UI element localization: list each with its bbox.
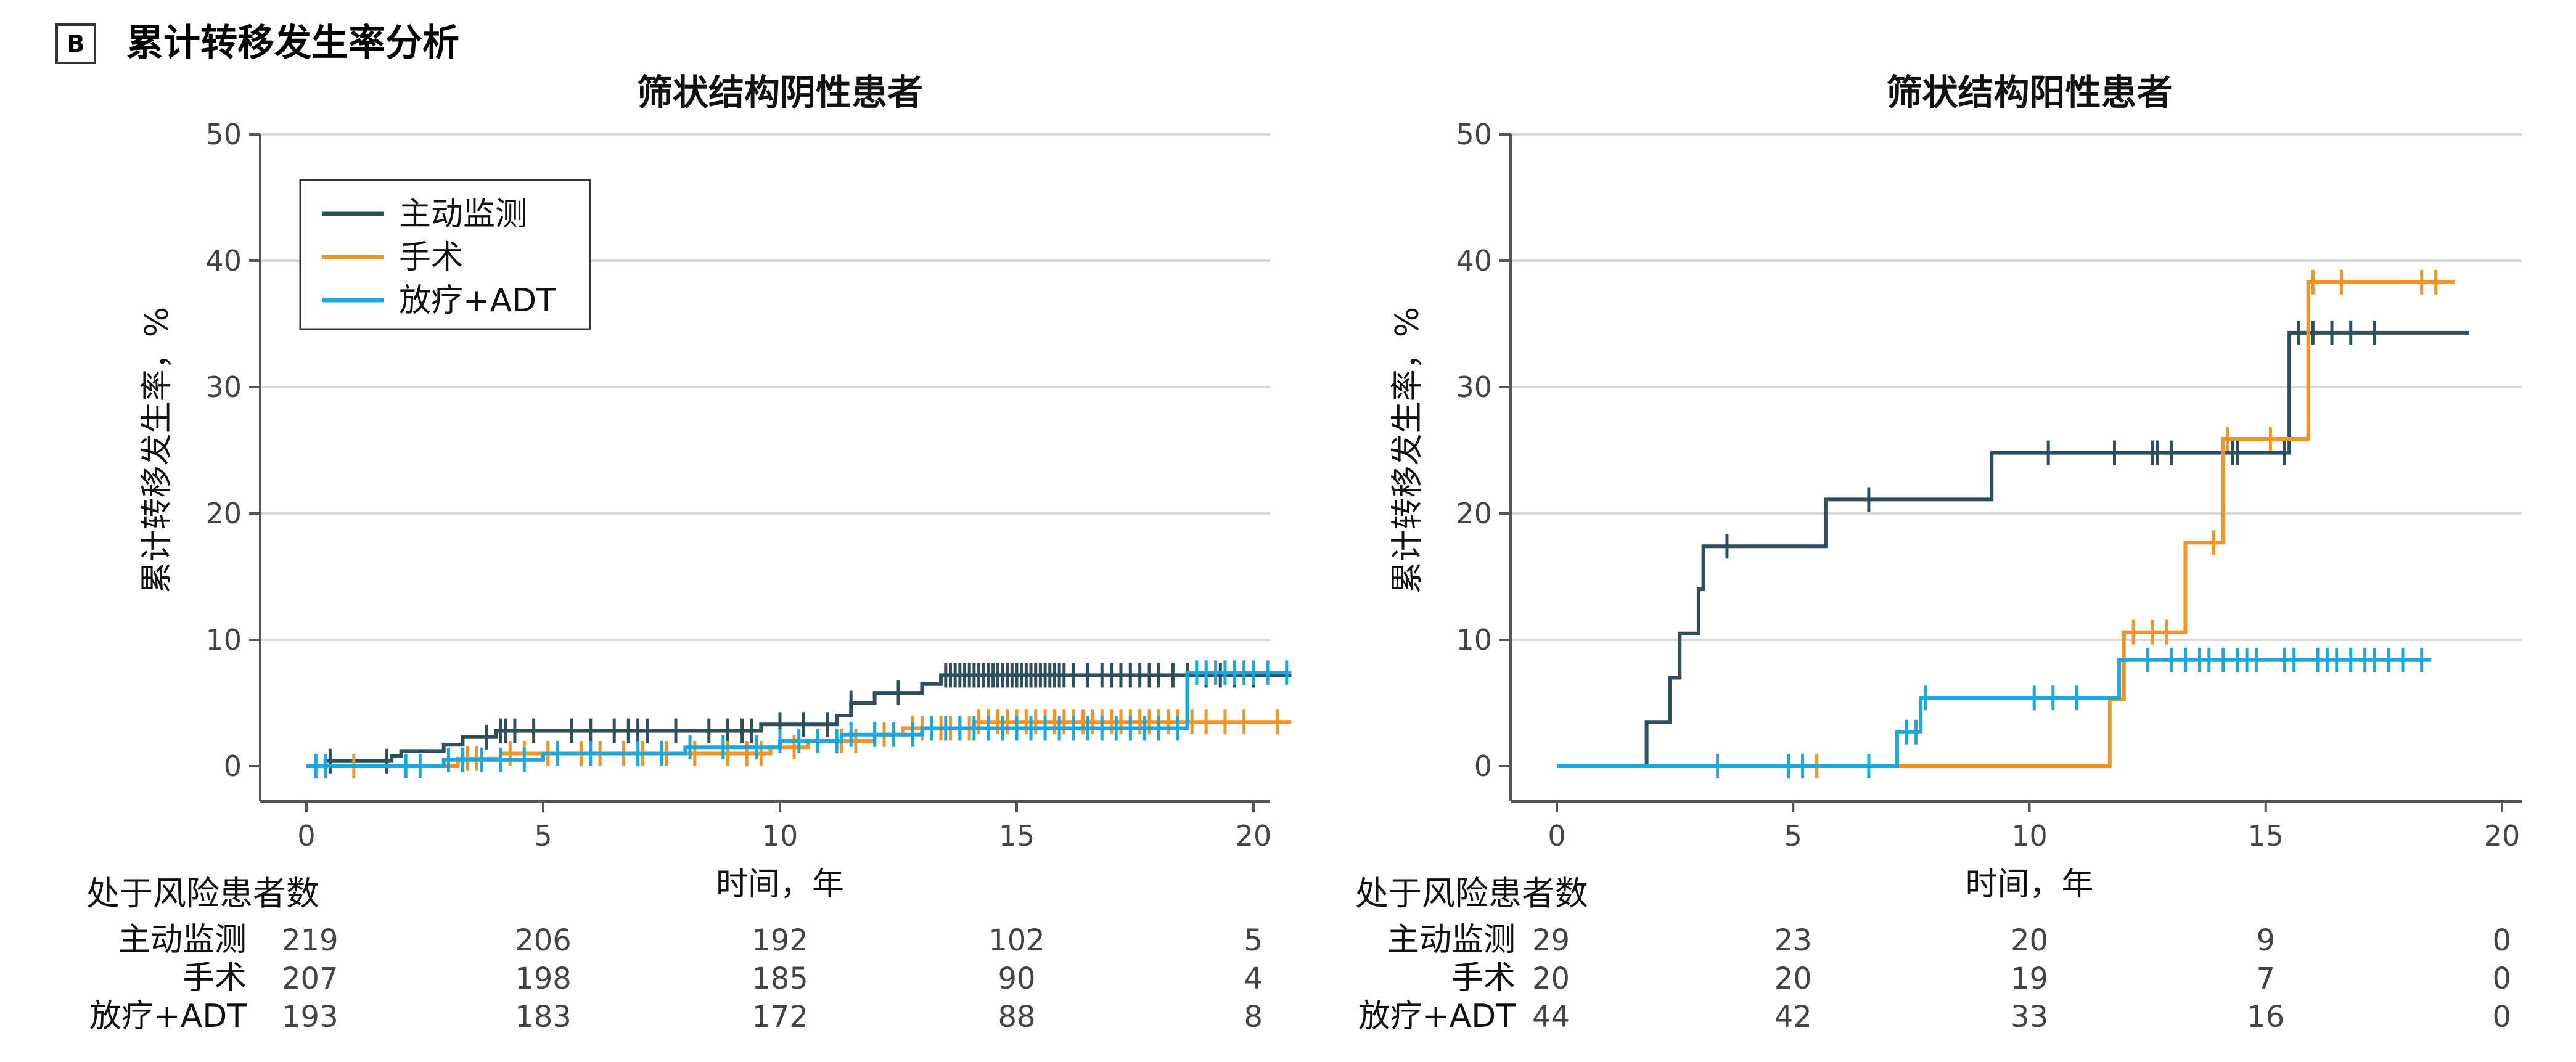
risk-value: 90 bbox=[998, 962, 1035, 996]
series-line-1 bbox=[1557, 330, 2469, 768]
y-tick-label: 0 bbox=[224, 750, 242, 783]
risk-value: 206 bbox=[515, 923, 572, 958]
risk-value: 4 bbox=[1244, 962, 1263, 996]
legend-box bbox=[299, 179, 591, 330]
risk-value: 9 bbox=[2256, 923, 2275, 958]
risk-value: 207 bbox=[282, 962, 338, 996]
risk-row-label: 放疗+ADT bbox=[89, 998, 247, 1035]
chart-panel-2: 筛状结构阳性患者 0 10 20 30 40 50 0 5 10 15 20 时间，年 累计转移发生率，%… bbox=[1355, 71, 2522, 1035]
legend-label: 放疗+ADT bbox=[399, 282, 556, 319]
y-tick-label: 0 bbox=[1474, 750, 1492, 783]
risk-value: 42 bbox=[1774, 1000, 1812, 1034]
x-tick-label: 15 bbox=[2247, 819, 2284, 852]
x-tick-label: 10 bbox=[762, 819, 798, 852]
risk-row-label: 手术 bbox=[183, 960, 247, 997]
y-tick-label: 20 bbox=[1456, 497, 1492, 530]
legend-label: 手术 bbox=[399, 239, 463, 276]
risk-value: 183 bbox=[515, 1000, 572, 1034]
risk-value: 172 bbox=[752, 1000, 808, 1034]
risk-value: 102 bbox=[988, 923, 1045, 958]
x-tick-label: 10 bbox=[2011, 819, 2048, 852]
x-axis-label: 时间，年 bbox=[1965, 866, 2093, 903]
y-tick-label: 40 bbox=[1456, 244, 1492, 277]
y-tick-label: 30 bbox=[1456, 370, 1492, 404]
risk-value: 0 bbox=[2492, 1000, 2511, 1034]
x-axis-label: 时间，年 bbox=[716, 866, 844, 903]
risk-value: 23 bbox=[1774, 923, 1812, 958]
y-tick-label: 10 bbox=[205, 623, 242, 656]
risk-value: 16 bbox=[2247, 1000, 2284, 1034]
chart-title: 筛状结构阳性患者 bbox=[1886, 71, 2172, 113]
risk-value: 20 bbox=[1532, 962, 1570, 996]
y-tick-label: 50 bbox=[205, 118, 242, 151]
x-tick-label: 0 bbox=[1548, 819, 1565, 852]
panel-label: B bbox=[67, 30, 85, 57]
x-tick-label: 15 bbox=[999, 819, 1035, 852]
y-tick-label: 20 bbox=[205, 497, 242, 530]
chart-panel-1: 筛状结构阴性患者 0 10 20 30 40 50 0 5 10 15 20 时间，年 累计转移发生率，%… bbox=[86, 71, 1292, 1035]
risk-value: 192 bbox=[752, 923, 808, 958]
x-tick-label: 20 bbox=[1236, 819, 1272, 852]
series-line-3 bbox=[1557, 658, 2431, 768]
risk-value: 20 bbox=[2011, 923, 2048, 958]
y-tick-label: 10 bbox=[1456, 623, 1492, 656]
risk-value: 198 bbox=[515, 962, 572, 996]
risk-row-label: 手术 bbox=[1451, 960, 1516, 997]
risk-row-label: 主动监测 bbox=[118, 921, 247, 958]
x-tick-label: 0 bbox=[297, 819, 315, 852]
risk-value: 7 bbox=[2256, 962, 2275, 996]
series-line-2 bbox=[1557, 280, 2455, 768]
x-tick-label: 5 bbox=[1784, 819, 1802, 852]
y-axis-label: 累计转移发生率，% bbox=[1389, 307, 1426, 594]
risk-value: 193 bbox=[282, 1000, 338, 1034]
y-tick-label: 30 bbox=[205, 370, 242, 404]
legend-label: 主动监测 bbox=[399, 196, 527, 233]
risk-value: 19 bbox=[2011, 962, 2048, 996]
risk-row-label: 主动监测 bbox=[1387, 921, 1516, 958]
risk-value: 8 bbox=[1244, 1000, 1263, 1034]
risk-table-header: 处于风险患者数 bbox=[86, 874, 319, 913]
risk-value: 5 bbox=[1244, 923, 1263, 958]
risk-table-header: 处于风险患者数 bbox=[1355, 874, 1588, 913]
panel-label-box bbox=[55, 23, 96, 64]
x-tick-label: 5 bbox=[534, 819, 552, 852]
y-tick-label: 50 bbox=[1456, 118, 1492, 151]
risk-row-label: 放疗+ADT bbox=[1358, 998, 1516, 1035]
risk-value: 219 bbox=[282, 923, 338, 958]
risk-value: 185 bbox=[752, 962, 808, 996]
figure-title: 累计转移发生率分析 bbox=[126, 22, 459, 65]
risk-value: 88 bbox=[998, 1000, 1035, 1034]
risk-value: 0 bbox=[2492, 962, 2511, 996]
risk-value: 0 bbox=[2492, 923, 2511, 958]
x-tick-label: 20 bbox=[2484, 819, 2521, 852]
risk-value: 29 bbox=[1532, 923, 1570, 958]
risk-value: 44 bbox=[1532, 1000, 1570, 1034]
risk-value: 33 bbox=[2011, 1000, 2048, 1034]
y-axis-label: 累计转移发生率，% bbox=[139, 307, 176, 594]
chart-title: 筛状结构阴性患者 bbox=[637, 71, 923, 113]
y-tick-label: 40 bbox=[205, 244, 242, 277]
risk-value: 20 bbox=[1774, 962, 1812, 996]
